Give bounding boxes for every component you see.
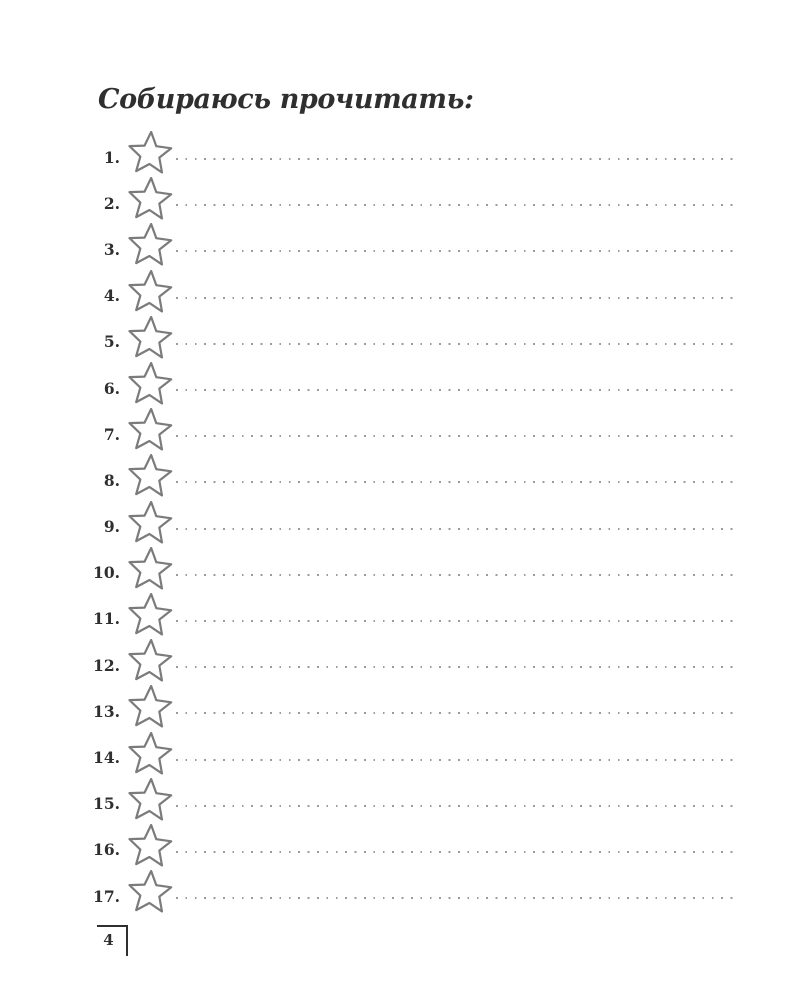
- list-item: 14.: [90, 731, 735, 777]
- star-icon: [127, 731, 173, 778]
- writing-line: [176, 204, 735, 207]
- writing-line: [176, 481, 735, 484]
- item-number: 5.: [103, 332, 120, 352]
- writing-line: [176, 758, 735, 761]
- star-icon: [127, 408, 173, 454]
- item-number: 10.: [93, 563, 120, 583]
- writing-line: [176, 573, 735, 576]
- star-icon: [127, 500, 173, 547]
- item-number: 1.: [103, 147, 120, 167]
- star-icon: [127, 177, 173, 223]
- item-number: 13.: [93, 701, 120, 721]
- writing-line: [176, 804, 735, 807]
- list-item: 6.: [90, 362, 735, 408]
- list-item: 16.: [90, 823, 735, 870]
- star-icon: [127, 870, 173, 916]
- star-icon: [127, 315, 173, 362]
- star-icon: [127, 546, 173, 593]
- star-icon: [127, 777, 173, 824]
- list-item: 15.: [90, 777, 735, 824]
- writing-line: [176, 342, 735, 345]
- writing-line: [176, 619, 735, 622]
- reading-list: 1. 2. 3.: [90, 131, 735, 916]
- star-icon: [127, 223, 173, 269]
- star-icon: [127, 362, 173, 408]
- page-number-bracket: 4: [97, 925, 128, 956]
- item-number: 2.: [103, 193, 120, 213]
- star-icon: [127, 592, 173, 639]
- list-item: 4.: [90, 269, 735, 316]
- item-number: 14.: [93, 748, 120, 768]
- star-icon: [127, 131, 173, 177]
- list-item: 2.: [90, 177, 735, 223]
- list-item: 13.: [90, 685, 735, 731]
- item-number: 11.: [93, 609, 120, 629]
- item-number: 12.: [93, 655, 120, 675]
- list-item: 5.: [90, 315, 735, 362]
- star-icon: [127, 685, 173, 731]
- list-item: 3.: [90, 223, 735, 269]
- item-number: 6.: [103, 378, 120, 398]
- writing-line: [176, 897, 735, 900]
- item-number: 9.: [103, 517, 120, 537]
- item-number: 4.: [103, 286, 120, 306]
- item-number: 15.: [93, 794, 120, 814]
- writing-line: [176, 435, 735, 438]
- page-title: Собираюсь прочитать:: [98, 84, 474, 115]
- star-icon: [127, 639, 173, 685]
- star-icon: [127, 823, 173, 870]
- list-item: 7.: [90, 408, 735, 454]
- writing-line: [176, 250, 735, 253]
- writing-line: [176, 296, 735, 299]
- writing-line: [176, 527, 735, 530]
- page-number: 4: [103, 931, 114, 949]
- list-item: 1.: [90, 131, 735, 177]
- list-item: 17.: [90, 870, 735, 916]
- item-number: 16.: [93, 840, 120, 860]
- list-item: 10.: [90, 546, 735, 593]
- writing-line: [176, 158, 735, 161]
- list-item: 12.: [90, 639, 735, 685]
- writing-line: [176, 389, 735, 392]
- item-number: 8.: [103, 470, 120, 490]
- list-item: 8.: [90, 454, 735, 500]
- star-icon: [127, 269, 173, 316]
- list-item: 9.: [90, 500, 735, 547]
- list-item: 11.: [90, 592, 735, 639]
- item-number: 3.: [103, 239, 120, 259]
- writing-line: [176, 850, 735, 853]
- item-number: 17.: [93, 886, 120, 906]
- writing-line: [176, 712, 735, 715]
- item-number: 7.: [103, 424, 120, 444]
- writing-line: [176, 666, 735, 669]
- star-icon: [127, 454, 173, 500]
